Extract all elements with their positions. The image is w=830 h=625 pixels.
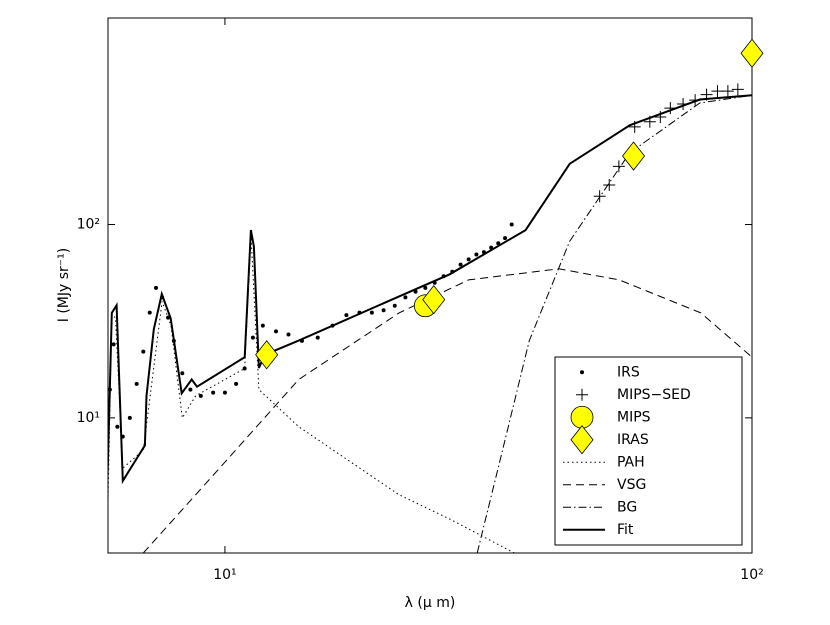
irs-point — [474, 252, 479, 257]
axes-frame — [107, 17, 753, 554]
irs-point — [441, 274, 446, 279]
legend-label: IRS — [617, 364, 640, 380]
irs-point — [198, 393, 203, 398]
irs-point — [108, 387, 112, 392]
plus-marker — [721, 85, 734, 98]
plus-marker — [643, 115, 656, 128]
irs-point — [120, 434, 125, 439]
plus-marker — [612, 160, 625, 173]
irs-point — [381, 308, 386, 313]
irs-point — [509, 222, 514, 227]
irs-point — [171, 338, 176, 343]
irs-point — [357, 310, 362, 315]
irs-point — [286, 332, 291, 337]
plus-marker — [711, 85, 724, 98]
irs-point — [489, 245, 494, 250]
irs-point — [134, 381, 139, 386]
x-tick-label: 10² — [740, 567, 763, 583]
irs-point — [154, 285, 159, 290]
irs-point — [330, 323, 335, 328]
irs-point — [260, 323, 265, 328]
legend-label: VSG — [617, 477, 646, 493]
plus-marker — [593, 190, 606, 203]
legend-label: MIPS — [617, 409, 651, 425]
legend-label: PAH — [617, 454, 645, 470]
irs-point — [234, 381, 239, 386]
plus-marker — [664, 102, 677, 115]
irs-point — [450, 269, 455, 274]
diamond-marker — [422, 284, 446, 315]
irs-point — [466, 257, 471, 262]
irs-point — [222, 390, 227, 395]
fit-line — [108, 94, 752, 497]
irs-point — [211, 390, 216, 395]
irs-point — [344, 313, 349, 318]
plus-marker — [689, 94, 702, 107]
irs-point — [127, 415, 132, 420]
legend-swatch — [576, 388, 588, 401]
plus-marker — [700, 88, 713, 101]
diamond-marker — [740, 38, 764, 68]
diamond-marker — [622, 141, 646, 171]
legend-label: Fit — [617, 522, 634, 538]
irs-point — [369, 310, 374, 315]
irs-point — [432, 280, 437, 285]
legend-label: BG — [617, 499, 637, 515]
legend-swatch — [580, 370, 584, 375]
y-tick-label: 10¹ — [77, 410, 100, 426]
irs-point — [250, 335, 255, 340]
irs-point — [413, 289, 418, 294]
irs-point — [458, 262, 463, 267]
legend-swatch — [570, 405, 594, 429]
irs-point — [481, 250, 486, 255]
irs-point — [147, 310, 152, 315]
irs-point — [160, 295, 165, 300]
irs-point — [115, 424, 120, 429]
plus-marker — [731, 83, 744, 96]
legend-swatch — [570, 425, 594, 455]
x-tick-label: 10¹ — [213, 567, 236, 583]
legend-label: MIPS−SED — [617, 387, 691, 403]
x-axis-label: λ (μ m) — [405, 595, 456, 611]
irs-point — [141, 349, 146, 354]
irs-point — [274, 329, 279, 334]
plus-marker — [677, 98, 690, 111]
irs-point — [503, 236, 508, 241]
diamond-marker — [255, 340, 279, 370]
plus-marker — [603, 179, 616, 192]
legend: IRS MIPS−SED MIPS IRAS PAH VSG BG Fit — [554, 356, 743, 546]
irs-point — [299, 338, 304, 343]
irs-point — [188, 387, 193, 392]
irs-point — [166, 315, 171, 320]
legend-box — [554, 356, 743, 546]
legend-label: IRAS — [617, 432, 649, 448]
irs-point — [315, 335, 320, 340]
irs-point — [111, 342, 116, 347]
plus-marker — [628, 120, 641, 133]
bg-line — [476, 94, 752, 553]
plot-area — [108, 83, 752, 553]
irs-point — [423, 285, 428, 290]
irs-point — [403, 295, 408, 300]
y-tick-label: 10² — [77, 217, 100, 233]
irs-point — [496, 241, 501, 246]
irs-point — [242, 366, 247, 371]
y-axis-label: I (MJy sr⁻¹) — [56, 248, 72, 323]
plus-marker — [654, 110, 667, 123]
irs-point — [392, 303, 397, 308]
irs-point — [180, 371, 185, 376]
vsg-line — [142, 268, 752, 553]
